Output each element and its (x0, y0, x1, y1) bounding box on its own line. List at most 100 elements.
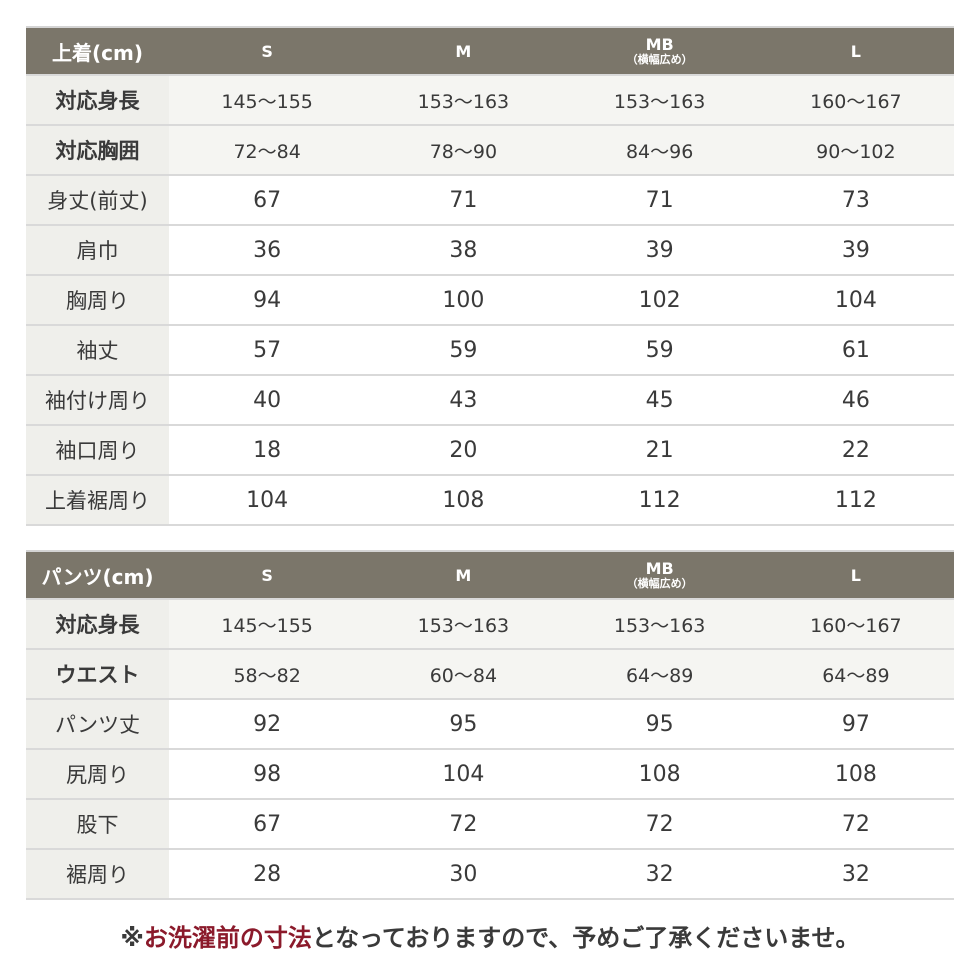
size-header: S (169, 27, 366, 76)
measurement-cell: 160〜167 (757, 599, 954, 650)
row-label: 袖丈 (26, 325, 169, 376)
table-row: 対応胸囲 72〜84 78〜90 84〜96 90〜102 (26, 125, 954, 176)
measurement-cell: 108 (365, 475, 562, 526)
row-label: 身丈(前丈) (26, 175, 169, 226)
measurement-cell: 145〜155 (169, 75, 366, 126)
measurement-cell: 36 (169, 225, 366, 276)
table-row: 肩巾 36 38 39 39 (26, 225, 954, 276)
measurement-cell: 153〜163 (365, 75, 562, 126)
header-row: パンツ(cm) S M MB （横幅広め） L (26, 551, 954, 600)
measurement-cell: 18 (169, 425, 366, 476)
size-header-mb: MB （横幅広め） (561, 551, 758, 600)
washing-note: ※お洗濯前の寸法となっておりますので、予めご了承くださいませ。 (0, 918, 980, 953)
table-row: 裾周り 28 30 32 32 (26, 849, 954, 900)
table-title: 上着(cm) (26, 27, 169, 76)
measurement-cell: 59 (561, 325, 758, 376)
measurement-cell: 21 (561, 425, 758, 476)
top-size-table: 上着(cm) S M MB （横幅広め） L 対応身長 145〜155 153〜16… (26, 26, 954, 526)
table-row: 股下 67 72 72 72 (26, 799, 954, 850)
measurement-cell: 57 (169, 325, 366, 376)
measurement-cell: 95 (561, 699, 758, 750)
measurement-cell: 95 (365, 699, 562, 750)
measurement-cell: 71 (365, 175, 562, 226)
row-label: パンツ丈 (26, 699, 169, 750)
size-header: M (365, 551, 562, 600)
measurement-cell: 72 (757, 799, 954, 850)
measurement-cell: 78〜90 (365, 125, 562, 176)
table-row: 袖丈 57 59 59 61 (26, 325, 954, 376)
measurement-cell: 153〜163 (561, 599, 758, 650)
measurement-cell: 104 (757, 275, 954, 326)
measurement-cell: 160〜167 (757, 75, 954, 126)
measurement-cell: 45 (561, 375, 758, 426)
measurement-cell: 59 (365, 325, 562, 376)
note-highlight: お洗濯前の寸法 (143, 924, 312, 952)
measurement-cell: 112 (757, 475, 954, 526)
measurement-cell: 72〜84 (169, 125, 366, 176)
measurement-cell: 39 (561, 225, 758, 276)
measurement-cell: 67 (169, 175, 366, 226)
size-header: L (757, 551, 954, 600)
size-header-subtitle: （横幅広め） (626, 53, 693, 66)
measurement-cell: 64〜89 (757, 649, 954, 700)
row-label: 対応身長 (26, 75, 169, 126)
measurement-cell: 73 (757, 175, 954, 226)
measurement-cell: 145〜155 (169, 599, 366, 650)
measurement-cell: 30 (365, 849, 562, 900)
measurement-cell: 32 (561, 849, 758, 900)
measurement-cell: 108 (561, 749, 758, 800)
table-row: 袖付け周り 40 43 45 46 (26, 375, 954, 426)
measurement-cell: 60〜84 (365, 649, 562, 700)
table-row: 対応身長 145〜155 153〜163 153〜163 160〜167 (26, 599, 954, 650)
row-label: 袖口周り (26, 425, 169, 476)
measurement-cell: 153〜163 (561, 75, 758, 126)
measurement-cell: 58〜82 (169, 649, 366, 700)
measurement-cell: 28 (169, 849, 366, 900)
table-row: パンツ丈 92 95 95 97 (26, 699, 954, 750)
measurement-cell: 100 (365, 275, 562, 326)
size-header-label: MB (645, 559, 674, 578)
measurement-cell: 108 (757, 749, 954, 800)
measurement-cell: 43 (365, 375, 562, 426)
row-label: 尻周り (26, 749, 169, 800)
measurement-cell: 72 (561, 799, 758, 850)
measurement-cell: 32 (757, 849, 954, 900)
row-label: 上着裾周り (26, 475, 169, 526)
row-label: ウエスト (26, 649, 169, 700)
measurement-cell: 84〜96 (561, 125, 758, 176)
measurement-cell: 46 (757, 375, 954, 426)
size-header-label: MB (645, 35, 674, 54)
measurement-cell: 64〜89 (561, 649, 758, 700)
row-label: 胸周り (26, 275, 169, 326)
size-header: S (169, 551, 366, 600)
measurement-cell: 22 (757, 425, 954, 476)
table-row: 上着裾周り 104 108 112 112 (26, 475, 954, 526)
row-label: 対応胸囲 (26, 125, 169, 176)
measurement-cell: 67 (169, 799, 366, 850)
note-text: となっておりますので、予めご了承くださいませ。 (311, 924, 860, 952)
measurement-cell: 90〜102 (757, 125, 954, 176)
row-label: 袖付け周り (26, 375, 169, 426)
table-row: ウエスト 58〜82 60〜84 64〜89 64〜89 (26, 649, 954, 700)
measurement-cell: 20 (365, 425, 562, 476)
table-row: 身丈(前丈) 67 71 71 73 (26, 175, 954, 226)
measurement-cell: 40 (169, 375, 366, 426)
size-header: M (365, 27, 562, 76)
row-label: 肩巾 (26, 225, 169, 276)
measurement-cell: 92 (169, 699, 366, 750)
measurement-cell: 38 (365, 225, 562, 276)
size-header: L (757, 27, 954, 76)
measurement-cell: 72 (365, 799, 562, 850)
table-row: 胸周り 94 100 102 104 (26, 275, 954, 326)
measurement-cell: 112 (561, 475, 758, 526)
measurement-cell: 104 (169, 475, 366, 526)
row-label: 裾周り (26, 849, 169, 900)
measurement-cell: 71 (561, 175, 758, 226)
table-title: パンツ(cm) (26, 551, 169, 600)
measurement-cell: 39 (757, 225, 954, 276)
header-row: 上着(cm) S M MB （横幅広め） L (26, 27, 954, 76)
measurement-cell: 97 (757, 699, 954, 750)
measurement-cell: 104 (365, 749, 562, 800)
size-header-mb: MB （横幅広め） (561, 27, 758, 76)
table-row: 対応身長 145〜155 153〜163 153〜163 160〜167 (26, 75, 954, 126)
